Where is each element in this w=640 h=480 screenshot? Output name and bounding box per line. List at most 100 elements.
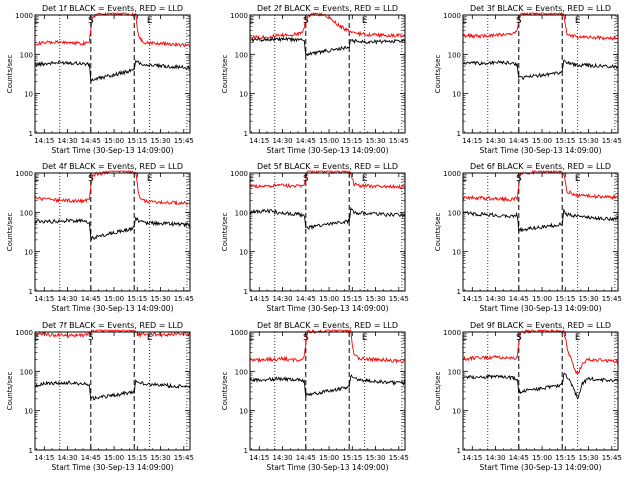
x-tick-label: 14:45: [509, 454, 529, 462]
x-tick-label: 15:30: [578, 295, 598, 303]
x-tick-label: 15:15: [342, 137, 362, 145]
chart-title: Det 5f BLACK = Events, RED = LLD: [257, 162, 398, 171]
y-tick-label: 1000: [15, 170, 33, 178]
x-tick-label: 15:45: [602, 454, 622, 462]
x-tick-label: 15:30: [578, 454, 598, 462]
y-tick-label: 10: [24, 408, 33, 416]
x-axis-label: Start Time (30-Sep-13 14:09:00): [52, 146, 174, 155]
y-tick-label: 1000: [230, 12, 248, 20]
y-tick-label: 10: [239, 249, 248, 257]
y-tick-label: 100: [448, 51, 461, 59]
x-tick-label: 15:15: [127, 137, 147, 145]
chart-title: Det 4f BLACK = Events, RED = LLD: [42, 162, 183, 171]
x-tick-label: 15:15: [555, 137, 575, 145]
x-tick-label: 14:45: [509, 295, 529, 303]
x-tick-label: 14:45: [81, 137, 101, 145]
y-tick-label: 100: [235, 51, 248, 59]
y-tick-label: 10: [452, 91, 461, 99]
x-tick-label: 15:30: [365, 295, 385, 303]
x-tick-label: 15:15: [342, 295, 362, 303]
lld-series-line: [463, 11, 619, 41]
marker-label: S: [88, 333, 94, 343]
events-series-line: [34, 378, 191, 401]
x-tick-label: 14:45: [296, 295, 316, 303]
events-series-line: [249, 36, 406, 57]
y-tick-label: 1000: [230, 170, 248, 178]
chart-panel-7: Det 7f BLACK = Events, RED = LLD Counts/s…: [6, 321, 194, 472]
marker-label: S: [303, 333, 309, 343]
chart-panel-4: Det 4f BLACK = Events, RED = LLD Counts/s…: [6, 162, 194, 313]
y-tick-label: 100: [448, 368, 461, 376]
x-tick-label: 14:30: [57, 137, 77, 145]
lld-series-line: [249, 12, 406, 40]
marker-label: S: [516, 333, 522, 343]
x-tick-label: 14:30: [485, 295, 505, 303]
x-tick-label: 14:15: [34, 137, 54, 145]
x-tick-label: 14:45: [81, 295, 101, 303]
x-tick-label: 14:15: [249, 295, 269, 303]
x-tick-label: 15:45: [602, 137, 622, 145]
x-tick-label: 14:30: [272, 295, 292, 303]
y-tick-label: 10: [24, 91, 33, 99]
x-tick-label: 14:15: [462, 137, 482, 145]
y-tick-label: 100: [235, 209, 248, 217]
y-tick-label: 10: [452, 408, 461, 416]
x-tick-label: 15:00: [319, 137, 339, 145]
plot-frame: [462, 172, 619, 292]
plot-frame: [34, 172, 191, 292]
y-tick-label: 1: [29, 288, 33, 296]
marker-label: E: [462, 174, 468, 184]
y-axis-label: Counts/sec: [221, 55, 229, 94]
y-tick-label: 1: [457, 130, 461, 138]
chart-panel-5: Det 5f BLACK = Events, RED = LLD Counts/s…: [221, 162, 409, 313]
y-axis-label: Counts/sec: [434, 55, 442, 94]
y-tick-label: 10: [239, 91, 248, 99]
y-tick-label: 10: [239, 408, 248, 416]
y-tick-label: 1000: [443, 170, 461, 178]
x-tick-label: 14:30: [485, 454, 505, 462]
x-tick-label: 14:45: [296, 454, 316, 462]
x-tick-label: 14:15: [34, 295, 54, 303]
x-tick-label: 15:45: [602, 295, 622, 303]
y-axis-label: Counts/sec: [221, 213, 229, 252]
x-axis-label: Start Time (30-Sep-13 14:09:00): [267, 146, 389, 155]
marker-label: E: [362, 174, 368, 184]
x-tick-label: 14:15: [462, 295, 482, 303]
y-tick-label: 100: [20, 368, 33, 376]
x-tick-label: 15:00: [319, 454, 339, 462]
marker-label: E: [34, 16, 40, 26]
marker-label: E: [147, 174, 153, 184]
x-tick-label: 14:30: [485, 137, 505, 145]
x-tick-label: 15:15: [555, 295, 575, 303]
marker-label: E: [462, 16, 468, 26]
marker-label: E: [575, 16, 581, 26]
x-tick-label: 14:30: [272, 454, 292, 462]
marker-label: E: [249, 16, 255, 26]
marker-label: E: [34, 333, 40, 343]
y-tick-label: 10: [24, 249, 33, 257]
x-tick-label: 14:15: [249, 137, 269, 145]
y-tick-label: 1: [29, 130, 33, 138]
lld-series-line: [34, 11, 191, 48]
x-axis-label: Start Time (30-Sep-13 14:09:00): [480, 463, 602, 472]
x-tick-label: 15:15: [127, 454, 147, 462]
x-tick-label: 15:30: [365, 454, 385, 462]
x-axis-label: Start Time (30-Sep-13 14:09:00): [267, 463, 389, 472]
marker-label: E: [462, 333, 468, 343]
marker-label: E: [147, 333, 153, 343]
marker-label: E: [362, 16, 368, 26]
y-tick-label: 1: [29, 447, 33, 455]
marker-label: S: [303, 16, 309, 26]
marker-label: S: [88, 174, 94, 184]
chart-panel-3: Det 3f BLACK = Events, RED = LLD Counts/s…: [434, 4, 622, 155]
x-tick-label: 15:45: [174, 137, 194, 145]
events-series-line: [34, 59, 191, 82]
lld-series-line: [462, 328, 619, 376]
x-tick-label: 15:00: [104, 454, 124, 462]
x-tick-label: 15:30: [365, 137, 385, 145]
x-tick-label: 14:30: [57, 295, 77, 303]
x-axis-label: Start Time (30-Sep-13 14:09:00): [480, 146, 602, 155]
lld-series-line: [34, 169, 190, 206]
events-series-line: [249, 206, 406, 231]
lld-series-line: [34, 329, 191, 339]
